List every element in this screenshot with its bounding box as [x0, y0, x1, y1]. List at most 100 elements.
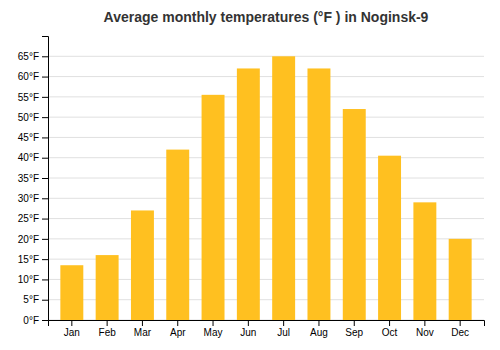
y-tick: 25°F — [18, 213, 48, 224]
title: Average monthly temperatures (°F ) in No… — [104, 9, 429, 25]
x-tick: Nov — [416, 320, 434, 338]
x-tick: Oct — [382, 320, 398, 338]
y-tick-label: 25°F — [18, 213, 39, 224]
x-tick-mark — [318, 320, 319, 326]
x-tick-label: Aug — [310, 327, 328, 338]
y-tick-mark — [42, 117, 48, 118]
x-tick-label: Feb — [99, 327, 117, 338]
x-tick-label: Dec — [451, 327, 469, 338]
x-tick-mark — [71, 320, 72, 326]
x-tick: Mar — [134, 320, 152, 338]
x-tick: Dec — [451, 320, 469, 338]
bar — [60, 265, 83, 320]
y-axis: 0°F 5°F 10°F 15°F 20°F 25°F 30°F 35°F 40°F 45°F 50… — [18, 37, 49, 326]
y-tick-label: 35°F — [18, 173, 39, 184]
grid-line — [48, 198, 484, 199]
y-tick-label: 40°F — [18, 152, 39, 163]
x-tick-mark — [389, 320, 390, 326]
y-tick: 15°F — [18, 254, 48, 265]
bar — [378, 156, 401, 320]
x-axis-line — [49, 321, 485, 327]
y-tick: 60°F — [18, 71, 48, 82]
x-tick-mark — [283, 320, 284, 326]
grid-line — [48, 76, 484, 77]
bar — [202, 95, 225, 320]
y-tick-mark — [42, 320, 48, 321]
y-tick-label: 15°F — [18, 254, 39, 265]
y-tick: 65°F — [18, 51, 48, 62]
x-tick-mark — [424, 320, 425, 326]
bar — [96, 255, 119, 320]
grid-line — [48, 56, 484, 57]
grid-line — [48, 137, 484, 138]
y-tick: 20°F — [18, 234, 48, 245]
bar — [413, 202, 436, 320]
plot: 0°F 5°F 10°F 15°F 20°F 25°F 30°F 35°F 40°F 45°F 50… — [18, 37, 485, 339]
bar — [237, 68, 260, 320]
x-tick-label: Oct — [382, 327, 398, 338]
bar — [307, 68, 330, 320]
y-tick-mark — [42, 178, 48, 179]
y-tick-mark — [42, 300, 48, 301]
x-axis: Jan Feb Mar Apr May Jun Jul Aug Sep Oct Nov Dec — [49, 320, 485, 338]
y-tick: 0°F — [23, 315, 48, 326]
grid-line — [48, 96, 484, 97]
y-tick: 5°F — [23, 294, 48, 305]
x-tick-mark — [142, 320, 143, 326]
y-tick: 35°F — [18, 173, 48, 184]
bar — [449, 239, 472, 320]
y-tick: 45°F — [18, 132, 48, 143]
x-tick: May — [204, 320, 223, 338]
grid-line — [48, 157, 484, 158]
x-tick-label: Jan — [64, 327, 80, 338]
x-tick-label: Apr — [170, 327, 186, 338]
x-tick-label: Sep — [345, 327, 363, 338]
y-tick-mark — [42, 279, 48, 280]
bars — [60, 56, 471, 320]
grid-line — [48, 117, 484, 118]
y-tick-mark — [42, 219, 48, 220]
y-tick: 50°F — [18, 112, 48, 123]
y-tick-mark — [42, 259, 48, 260]
x-tick: Jan — [64, 320, 80, 338]
bar — [272, 56, 295, 320]
x-tick-mark — [177, 320, 178, 326]
y-tick: 40°F — [18, 152, 48, 163]
y-tick-label: 55°F — [18, 92, 39, 103]
y-tick: 55°F — [18, 92, 48, 103]
x-tick: Apr — [170, 320, 186, 338]
x-tick-mark — [213, 320, 214, 326]
x-tick-label: Mar — [134, 327, 152, 338]
x-tick: Jul — [277, 320, 290, 338]
y-tick-mark — [42, 198, 48, 199]
chart: 0°F 5°F 10°F 15°F 20°F 25°F 30°F 35°F 40°F 45°F 50… — [0, 0, 500, 350]
x-tick: Sep — [345, 320, 363, 338]
bar — [343, 109, 366, 320]
y-tick-label: 0°F — [23, 315, 39, 326]
x-tick: Aug — [310, 320, 328, 338]
x-tick-mark — [248, 320, 249, 326]
y-axis-line — [42, 37, 49, 321]
grid-line — [48, 178, 484, 179]
x-tick-label: Jun — [240, 327, 256, 338]
x-tick-mark — [354, 320, 355, 326]
x-tick-label: May — [204, 327, 223, 338]
y-tick-label: 45°F — [18, 132, 39, 143]
x-tick: Feb — [99, 320, 117, 338]
y-tick-mark — [42, 77, 48, 78]
y-tick-mark — [42, 158, 48, 159]
x-tick-mark — [460, 320, 461, 326]
y-tick: 10°F — [18, 274, 48, 285]
y-tick-mark — [42, 137, 48, 138]
bar — [166, 150, 189, 320]
y-tick-label: 65°F — [18, 51, 39, 62]
y-tick-label: 60°F — [18, 71, 39, 82]
y-tick-label: 50°F — [18, 112, 39, 123]
grid — [48, 56, 484, 320]
x-tick: Jun — [240, 320, 256, 338]
y-tick-mark — [42, 97, 48, 98]
y-tick: 30°F — [18, 193, 48, 204]
y-tick-label: 20°F — [18, 234, 39, 245]
x-tick-label: Jul — [277, 327, 290, 338]
y-tick-label: 5°F — [23, 294, 39, 305]
